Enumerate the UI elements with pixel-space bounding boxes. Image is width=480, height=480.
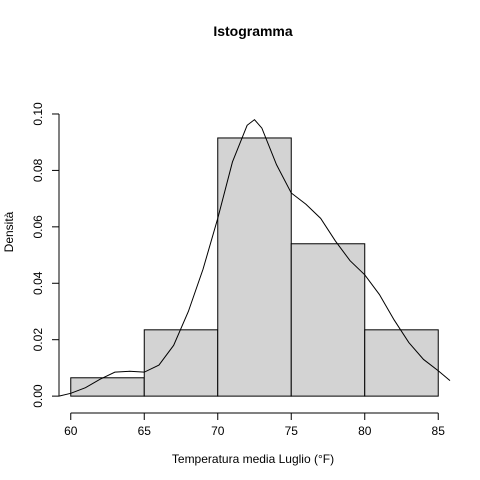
x-tick-label: 80 bbox=[358, 424, 372, 438]
y-tick-label: 0.04 bbox=[31, 271, 45, 295]
histogram-bar-0 bbox=[70, 377, 145, 397]
bars-group bbox=[70, 137, 439, 397]
x-tick-label: 70 bbox=[211, 424, 225, 438]
y-axis: 0.00 0.02 0.04 0.06 0.08 0.10 bbox=[31, 102, 60, 408]
density-curve-group bbox=[58, 118, 451, 397]
y-axis-label: Densità bbox=[2, 211, 16, 252]
chart-title: Istogramma bbox=[213, 23, 293, 39]
y-tick-label: 0.06 bbox=[31, 215, 45, 239]
x-axis-label: Temperatura media Luglio (°F) bbox=[172, 452, 334, 466]
histogram-bar-3 bbox=[290, 243, 366, 397]
y-tick-label: 0.08 bbox=[31, 158, 45, 182]
y-tick-label: 0.02 bbox=[31, 328, 45, 352]
x-tick-label: 65 bbox=[138, 424, 152, 438]
y-tick-label: 0.10 bbox=[31, 102, 45, 126]
x-tick-label: 60 bbox=[64, 424, 78, 438]
histogram-bar-2 bbox=[217, 137, 292, 397]
histogram-bar-4 bbox=[364, 329, 439, 397]
y-tick-label: 0.00 bbox=[31, 384, 45, 408]
density-curve bbox=[58, 118, 451, 397]
x-tick-label: 85 bbox=[432, 424, 446, 438]
x-axis: 60 65 70 75 80 85 bbox=[64, 412, 446, 438]
histogram-bar-1 bbox=[143, 329, 219, 397]
x-tick-label: 75 bbox=[285, 424, 299, 438]
